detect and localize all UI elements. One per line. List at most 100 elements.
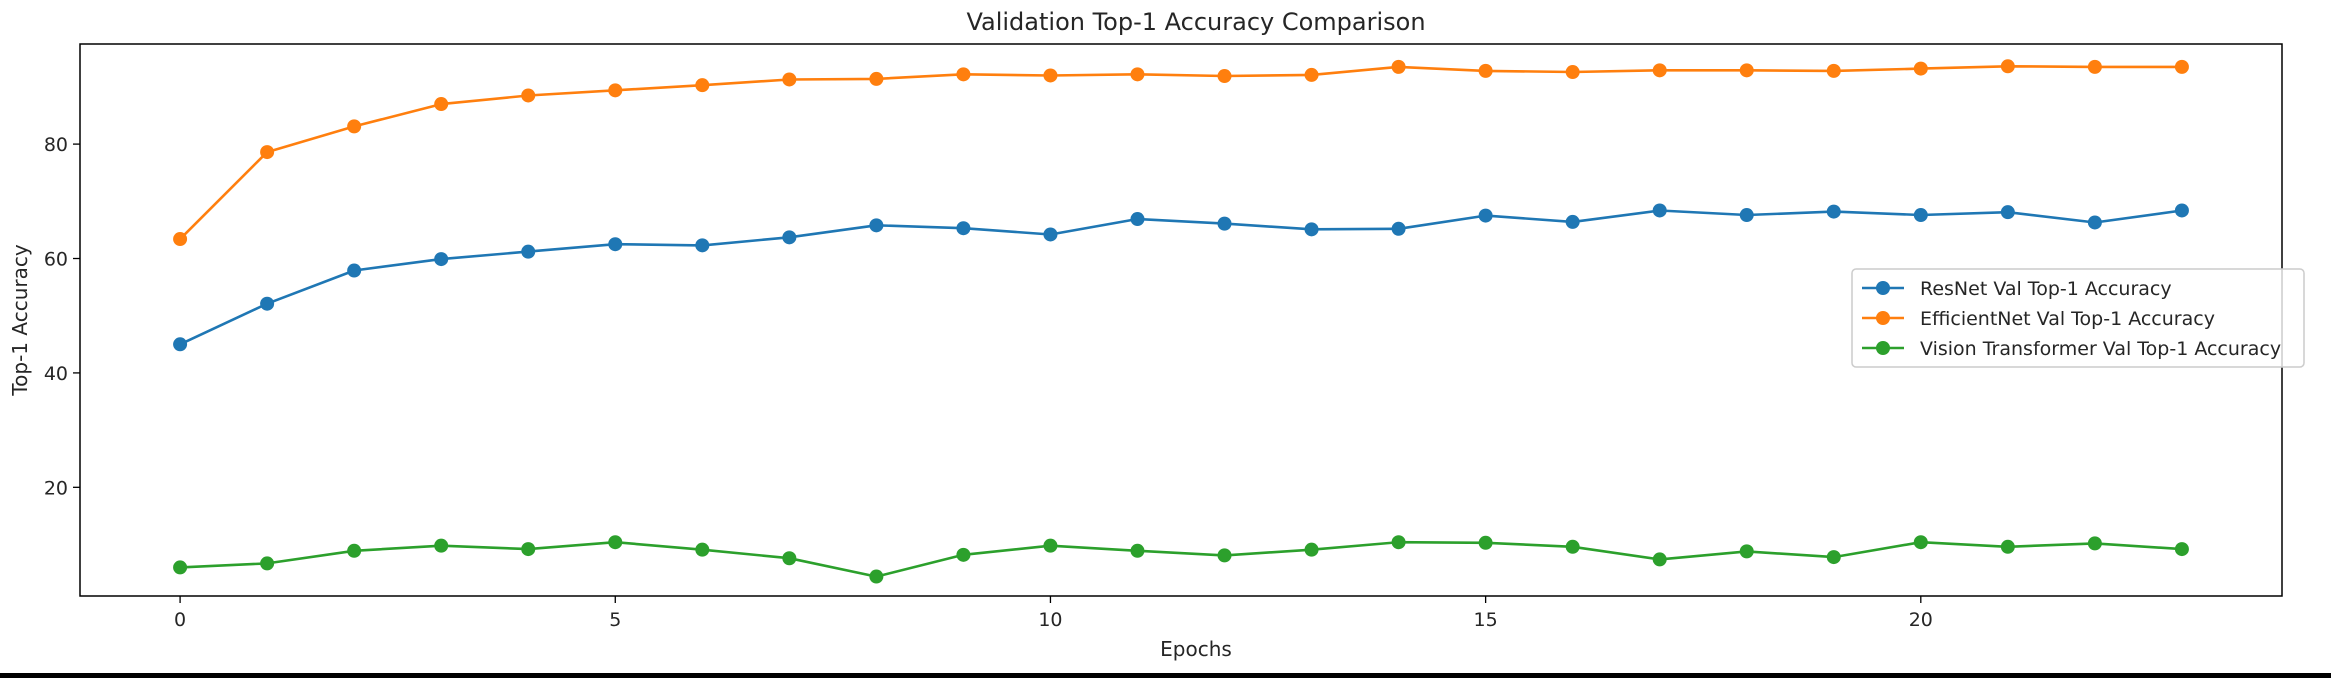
data-point: [173, 337, 188, 352]
series-1: [173, 59, 2189, 247]
legend-label: Vision Transformer Val Top-1 Accuracy: [1920, 338, 2281, 360]
data-point: [2087, 536, 2102, 551]
data-point: [1478, 208, 1493, 223]
legend-entry: EfficientNet Val Top-1 Accuracy: [1862, 308, 2215, 330]
legend: ResNet Val Top-1 Accuracy EfficientNet Va…: [1851, 268, 2305, 368]
data-point: [1739, 208, 1754, 223]
data-point: [956, 67, 971, 82]
data-point: [1913, 61, 1928, 76]
x-tick-label: 15: [1474, 609, 1498, 631]
data-point: [869, 569, 884, 584]
x-axis-label: Epochs: [1160, 637, 1232, 661]
data-point: [695, 78, 710, 93]
legend-label: EfficientNet Val Top-1 Accuracy: [1920, 308, 2215, 330]
legend-entry: Vision Transformer Val Top-1 Accuracy: [1862, 338, 2281, 360]
data-point: [1739, 63, 1754, 78]
data-point: [434, 97, 449, 112]
data-point: [608, 83, 623, 98]
data-point: [1565, 539, 1580, 554]
data-point: [173, 560, 188, 575]
data-point: [347, 119, 362, 134]
data-point: [608, 535, 623, 550]
data-point: [1130, 212, 1145, 227]
series-line: [179, 65, 2182, 241]
data-point: [260, 556, 275, 571]
data-point: [956, 221, 971, 236]
data-point: [2087, 59, 2102, 74]
y-tick-label: 60: [44, 249, 68, 271]
data-point: [1043, 227, 1058, 242]
data-point: [782, 551, 797, 566]
y-axis-ticks: 20 40 60 80: [44, 134, 80, 499]
data-point: [1217, 216, 1232, 231]
legend-entry: ResNet Val Top-1 Accuracy: [1862, 278, 2172, 300]
data-point: [2000, 539, 2015, 554]
legend-marker: [1876, 341, 1890, 355]
chart-title: Validation Top-1 Accuracy Comparison: [966, 8, 1425, 36]
data-point: [2000, 205, 2015, 220]
data-point: [347, 263, 362, 278]
data-point: [1130, 67, 1145, 82]
data-point: [173, 232, 188, 247]
data-point: [1391, 535, 1406, 550]
data-point: [869, 218, 884, 233]
data-point: [434, 252, 449, 267]
series-layer: [173, 59, 2189, 584]
y-tick-label: 20: [44, 477, 68, 499]
data-point: [1826, 204, 1841, 219]
legend-label: ResNet Val Top-1 Accuracy: [1920, 278, 2172, 300]
data-point: [1826, 63, 1841, 78]
data-point: [1217, 548, 1232, 563]
data-point: [956, 547, 971, 562]
data-point: [782, 230, 797, 245]
data-point: [260, 145, 275, 160]
data-point: [1304, 67, 1319, 82]
x-tick-label: 5: [609, 609, 621, 631]
data-point: [1652, 203, 1667, 218]
data-point: [1391, 221, 1406, 236]
data-point: [608, 237, 623, 252]
x-tick-label: 0: [174, 609, 186, 631]
data-point: [1913, 535, 1928, 550]
data-point: [1391, 59, 1406, 74]
data-point: [1304, 222, 1319, 237]
data-point: [695, 238, 710, 253]
data-point: [1652, 552, 1667, 567]
legend-marker: [1876, 281, 1890, 295]
data-point: [695, 542, 710, 557]
data-point: [1913, 208, 1928, 223]
data-point: [1217, 69, 1232, 84]
series-line: [179, 209, 2183, 346]
series-2: [173, 535, 2189, 584]
data-point: [1478, 535, 1493, 550]
data-point: [2000, 59, 2015, 74]
data-point: [2174, 542, 2189, 557]
data-point: [782, 72, 797, 87]
y-tick-label: 40: [44, 363, 68, 385]
legend-marker: [1876, 311, 1890, 325]
data-point: [260, 296, 275, 311]
data-point: [521, 542, 536, 557]
y-tick-label: 80: [44, 134, 68, 156]
data-point: [347, 543, 362, 558]
data-point: [434, 538, 449, 553]
x-tick-label: 20: [1909, 609, 1933, 631]
data-point: [1478, 63, 1493, 78]
legend-box: [1851, 268, 2305, 368]
data-point: [1652, 63, 1667, 78]
data-point: [1304, 542, 1319, 557]
series-line: [180, 540, 2182, 578]
data-point: [2174, 59, 2189, 74]
data-point: [521, 88, 536, 103]
series-0: [173, 203, 2189, 352]
x-axis-ticks: 0 5 10 15 20: [174, 596, 1933, 631]
x-tick-label: 10: [1038, 609, 1062, 631]
data-point: [1739, 544, 1754, 559]
data-point: [1565, 214, 1580, 229]
data-point: [869, 71, 884, 86]
data-point: [1826, 550, 1841, 565]
data-point: [1043, 68, 1058, 83]
data-point: [1043, 538, 1058, 553]
data-point: [2174, 203, 2189, 218]
